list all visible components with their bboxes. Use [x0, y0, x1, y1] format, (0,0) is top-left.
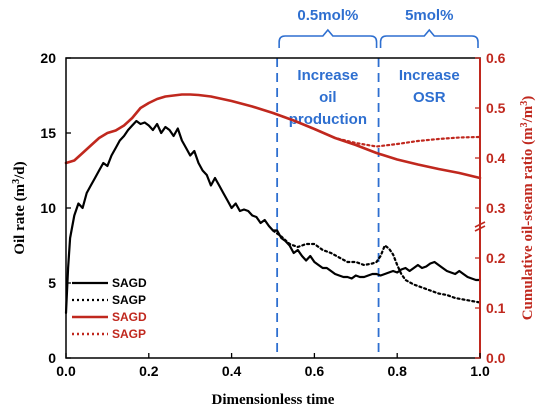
y-right-axis-label: Cumulative oil-steam ratio (m3/m3) [519, 96, 537, 321]
zone-text: Increase [399, 67, 460, 84]
y-right-tick-label: 0.6 [486, 50, 506, 66]
y-left-axis-label: Oil rate (m3/d) [11, 161, 29, 254]
zone-text: OSR [413, 89, 446, 106]
axes: 0.0 0.2 0.4 0.6 0.8 1.0 0 5 10 15 20 0.0 0.1 0.2 0.3 0.… [11, 50, 537, 408]
legend-label: SAGP [112, 293, 146, 307]
zone-bracket-label: 0.5mol% [297, 7, 358, 24]
legend: SAGD SAGP SAGD SAGP [72, 276, 147, 341]
series-line-left-sagd-solid [64, 119, 482, 315]
series-line-right-sagp-dotted [271, 111, 482, 148]
zone-text: production [289, 111, 367, 128]
zone-text: Increase [297, 67, 358, 84]
y-left-tick-label: 5 [48, 275, 56, 291]
zone-bracket [379, 28, 479, 48]
zone-text: oil [319, 89, 337, 106]
y-right-tick-label: 0.5 [486, 100, 506, 116]
x-tick-label: 0.2 [139, 363, 159, 379]
x-tick-label: 1.0 [470, 363, 490, 379]
zone-annotations: 0.5mol% Increase oil production 5mol% Increas… [276, 7, 479, 358]
y-right-tick-label: 0.2 [486, 250, 506, 266]
y-right-tick-label: 0.3 [486, 200, 506, 216]
legend-label: SAGD [112, 310, 147, 324]
x-tick-label: 0.4 [222, 363, 242, 379]
legend-label: SAGD [112, 276, 147, 290]
series-layer [64, 93, 482, 315]
y-left-tick-label: 10 [40, 200, 56, 216]
x-axis-label: Dimensionless time [212, 392, 335, 408]
y-right-tick-label: 0.1 [486, 300, 506, 316]
axis-break-mark [474, 221, 486, 232]
legend-label: SAGP [112, 327, 146, 341]
y-right-tick-label: 0.0 [486, 350, 506, 366]
x-tick-label: 0.6 [305, 363, 325, 379]
zone-bracket [278, 28, 378, 48]
x-tick-label: 0.8 [387, 363, 407, 379]
y-right-tick-label: 0.4 [486, 150, 506, 166]
series-line-right-sagd-solid [64, 93, 482, 180]
y-left-tick-label: 15 [40, 125, 56, 141]
series-line-left-sagp-dotted [271, 229, 482, 304]
zone-bracket-label: 5mol% [405, 7, 453, 24]
x-tick-label: 0.0 [56, 363, 76, 379]
y-left-tick-label: 20 [40, 50, 56, 66]
y-left-tick-label: 0 [48, 350, 56, 366]
